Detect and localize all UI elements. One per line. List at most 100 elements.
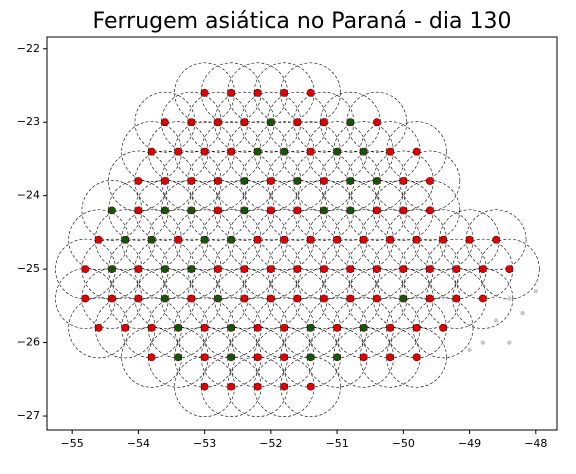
point xyxy=(319,265,328,274)
point xyxy=(187,118,196,127)
point xyxy=(492,235,500,244)
point xyxy=(174,353,183,362)
point xyxy=(108,206,116,215)
point xyxy=(372,206,381,215)
point xyxy=(346,177,355,185)
point xyxy=(81,294,90,303)
point xyxy=(386,323,394,332)
point xyxy=(187,265,196,274)
point xyxy=(108,294,116,303)
point xyxy=(200,323,209,332)
point xyxy=(174,147,183,156)
point xyxy=(240,265,249,274)
point xyxy=(386,147,394,156)
plot-frame xyxy=(46,36,558,431)
point xyxy=(81,265,90,274)
point xyxy=(533,288,539,294)
point xyxy=(293,118,302,127)
y-tick-label: −24 xyxy=(17,189,40,202)
point xyxy=(147,235,156,244)
point xyxy=(478,265,487,274)
point xyxy=(266,294,275,303)
point xyxy=(227,382,236,391)
point xyxy=(240,177,249,185)
point xyxy=(319,118,328,127)
point xyxy=(213,294,222,303)
point xyxy=(280,88,289,97)
point xyxy=(266,177,275,185)
point xyxy=(359,147,368,156)
point xyxy=(425,265,434,274)
point xyxy=(187,294,196,303)
point xyxy=(425,294,434,303)
point xyxy=(240,294,249,303)
range-circle xyxy=(280,62,341,124)
point xyxy=(425,206,434,215)
point xyxy=(280,382,289,391)
point xyxy=(465,235,474,244)
point xyxy=(253,323,262,332)
point xyxy=(293,294,302,303)
point xyxy=(306,382,315,391)
point xyxy=(280,147,289,156)
x-tick-label: −51 xyxy=(325,437,348,450)
x-tick-label: −55 xyxy=(61,437,84,450)
point xyxy=(280,235,289,244)
point xyxy=(359,323,368,332)
point xyxy=(200,235,209,244)
point xyxy=(253,382,262,391)
point xyxy=(94,323,103,332)
point xyxy=(467,347,472,353)
point xyxy=(412,235,421,244)
point xyxy=(200,88,209,97)
chart-title: Ferrugem asiática no Paraná - dia 130 xyxy=(93,9,512,34)
point xyxy=(227,147,236,156)
point xyxy=(280,323,289,332)
point xyxy=(147,147,156,156)
point xyxy=(160,294,169,303)
point xyxy=(319,177,328,185)
point xyxy=(213,177,222,185)
point xyxy=(306,353,315,362)
point xyxy=(160,118,169,127)
point xyxy=(121,235,130,244)
point xyxy=(293,177,302,185)
point xyxy=(121,323,130,332)
point xyxy=(425,177,434,185)
point xyxy=(386,353,394,362)
point xyxy=(412,353,421,362)
point xyxy=(227,88,236,97)
point xyxy=(452,294,461,303)
point xyxy=(359,235,368,244)
point xyxy=(174,323,183,332)
points xyxy=(81,88,539,391)
point xyxy=(160,265,169,274)
range-circle xyxy=(386,121,447,182)
range-circle xyxy=(465,209,527,271)
point xyxy=(293,265,302,274)
y-tick-label: −27 xyxy=(17,409,40,422)
point xyxy=(520,311,525,316)
point xyxy=(412,323,421,332)
point xyxy=(399,177,408,185)
x-tick-label: −48 xyxy=(524,437,547,450)
point xyxy=(439,323,447,332)
x-tick-label: −53 xyxy=(193,437,216,450)
point xyxy=(319,206,328,215)
point xyxy=(108,265,116,274)
point xyxy=(306,88,315,97)
point xyxy=(399,265,408,274)
point xyxy=(333,147,342,156)
y-tick-label: −22 xyxy=(17,42,40,55)
point xyxy=(346,206,355,215)
point xyxy=(399,206,408,215)
point xyxy=(439,235,447,244)
y-tick-label: −25 xyxy=(17,262,40,275)
point xyxy=(174,235,183,244)
point xyxy=(480,340,486,345)
point xyxy=(134,294,143,303)
point xyxy=(386,235,394,244)
point xyxy=(359,353,368,362)
point xyxy=(478,294,487,303)
